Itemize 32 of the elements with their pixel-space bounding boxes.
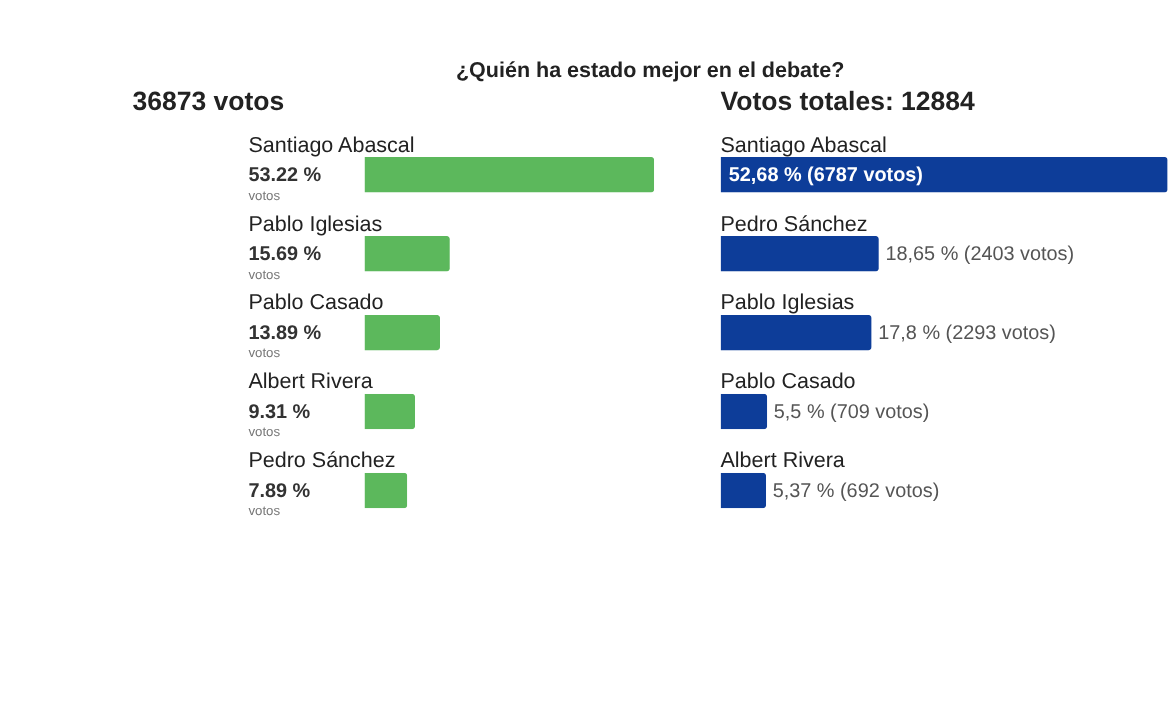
y-tick-label: Santiago Abascal (720, 133, 887, 158)
bar (364, 156, 655, 193)
data-label: 7.89 % (248, 481, 311, 504)
y-tick-label: Pedro Sánchez (248, 449, 396, 474)
y-tick-label: Albert Rivera (248, 370, 373, 395)
data-label: 5,37 % (692 votos) (772, 481, 940, 504)
y-tick-label: Santiago Abascal (248, 133, 415, 158)
data-label: 9.31 % (248, 402, 311, 425)
bar (720, 393, 768, 430)
data-label: 52,68 % (6787 votos) (728, 165, 923, 188)
bar (364, 314, 441, 351)
data-label: 18,65 % (2403 votos) (885, 244, 1075, 267)
bar (720, 235, 879, 272)
bar (364, 393, 416, 430)
y-tick-label: Albert Rivera (720, 449, 845, 474)
data-label: 13.89 % (248, 323, 322, 346)
y-tick-label: Pablo Iglesias (248, 212, 383, 237)
data-label: 15.69 % (248, 244, 322, 267)
chart-subtitle: 36873 votos (132, 85, 285, 116)
y-tick-label: Pablo Casado (248, 291, 384, 316)
data-label: 17,8 % (2293 votos) (878, 323, 1056, 346)
data-label: 53.22 % (248, 165, 322, 188)
bar (364, 235, 450, 272)
bar (364, 472, 408, 509)
y-tick-label: Pablo Casado (720, 370, 856, 395)
chart-title: ¿Quién ha estado mejor en el debate? (455, 58, 845, 83)
data-label: 5,5 % (709 votos) (773, 402, 930, 425)
bar (720, 314, 872, 351)
bar (720, 472, 767, 509)
chart-subtitle: Votos totales: 12884 (720, 85, 977, 116)
y-tick-label: Pablo Iglesias (720, 291, 855, 316)
y-tick-label: Pedro Sánchez (720, 212, 868, 237)
